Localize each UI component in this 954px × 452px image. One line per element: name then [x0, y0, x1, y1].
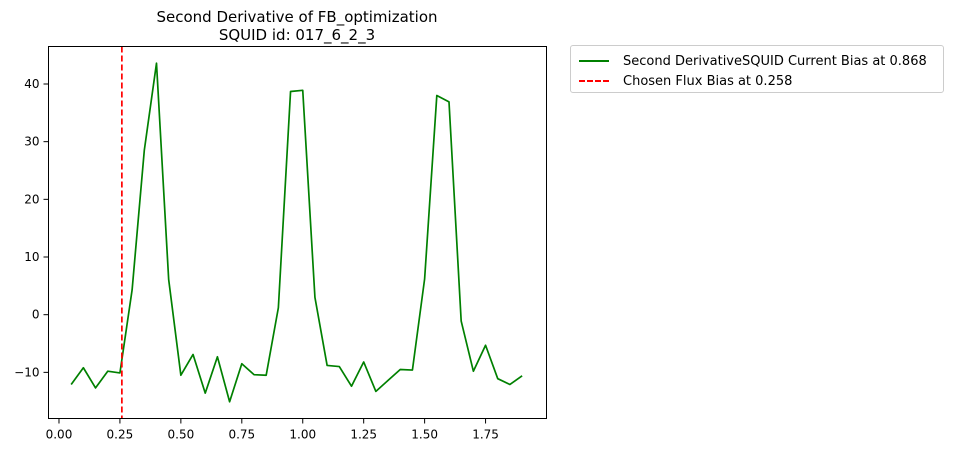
- legend-label: Chosen Flux Bias at 0.258: [623, 73, 793, 89]
- y-tick-label: 40: [24, 77, 39, 91]
- x-tick-label: 1.25: [350, 428, 377, 442]
- legend-item-second-derivative: Second DerivativeSQUID Current Bias at 0…: [579, 51, 927, 71]
- x-tick-label: 1.00: [289, 428, 316, 442]
- series-line-second-derivative: [70, 62, 523, 403]
- legend-item-chosen-flux-bias: Chosen Flux Bias at 0.258: [579, 71, 792, 91]
- chart-title-block: Second Derivative of FB_optimization SQU…: [48, 8, 546, 44]
- x-tick-label: 0.50: [168, 428, 195, 442]
- x-tick-label: 0.75: [228, 428, 255, 442]
- legend-label: Second DerivativeSQUID Current Bias at 0…: [623, 53, 927, 69]
- x-tick-label: 0.00: [46, 428, 73, 442]
- chart-subtitle: SQUID id: 017_6_2_3: [218, 26, 376, 44]
- plot-frame: [48, 46, 547, 419]
- y-tick-label: 30: [24, 135, 39, 149]
- legend: Second DerivativeSQUID Current Bias at 0…: [570, 45, 944, 93]
- x-tick-label: 0.25: [107, 428, 134, 442]
- y-tick-label: −10: [14, 365, 39, 379]
- y-tick-label: 10: [24, 250, 39, 264]
- x-tick-label: 1.75: [472, 428, 499, 442]
- legend-swatch-solid-green: [579, 60, 609, 62]
- chart-title: Second Derivative of FB_optimization: [156, 8, 438, 26]
- y-tick-label: 20: [24, 192, 39, 206]
- x-tick-label: 1.50: [411, 428, 438, 442]
- y-tick-label: 0: [32, 308, 40, 322]
- legend-swatch-dashed-red: [579, 80, 609, 82]
